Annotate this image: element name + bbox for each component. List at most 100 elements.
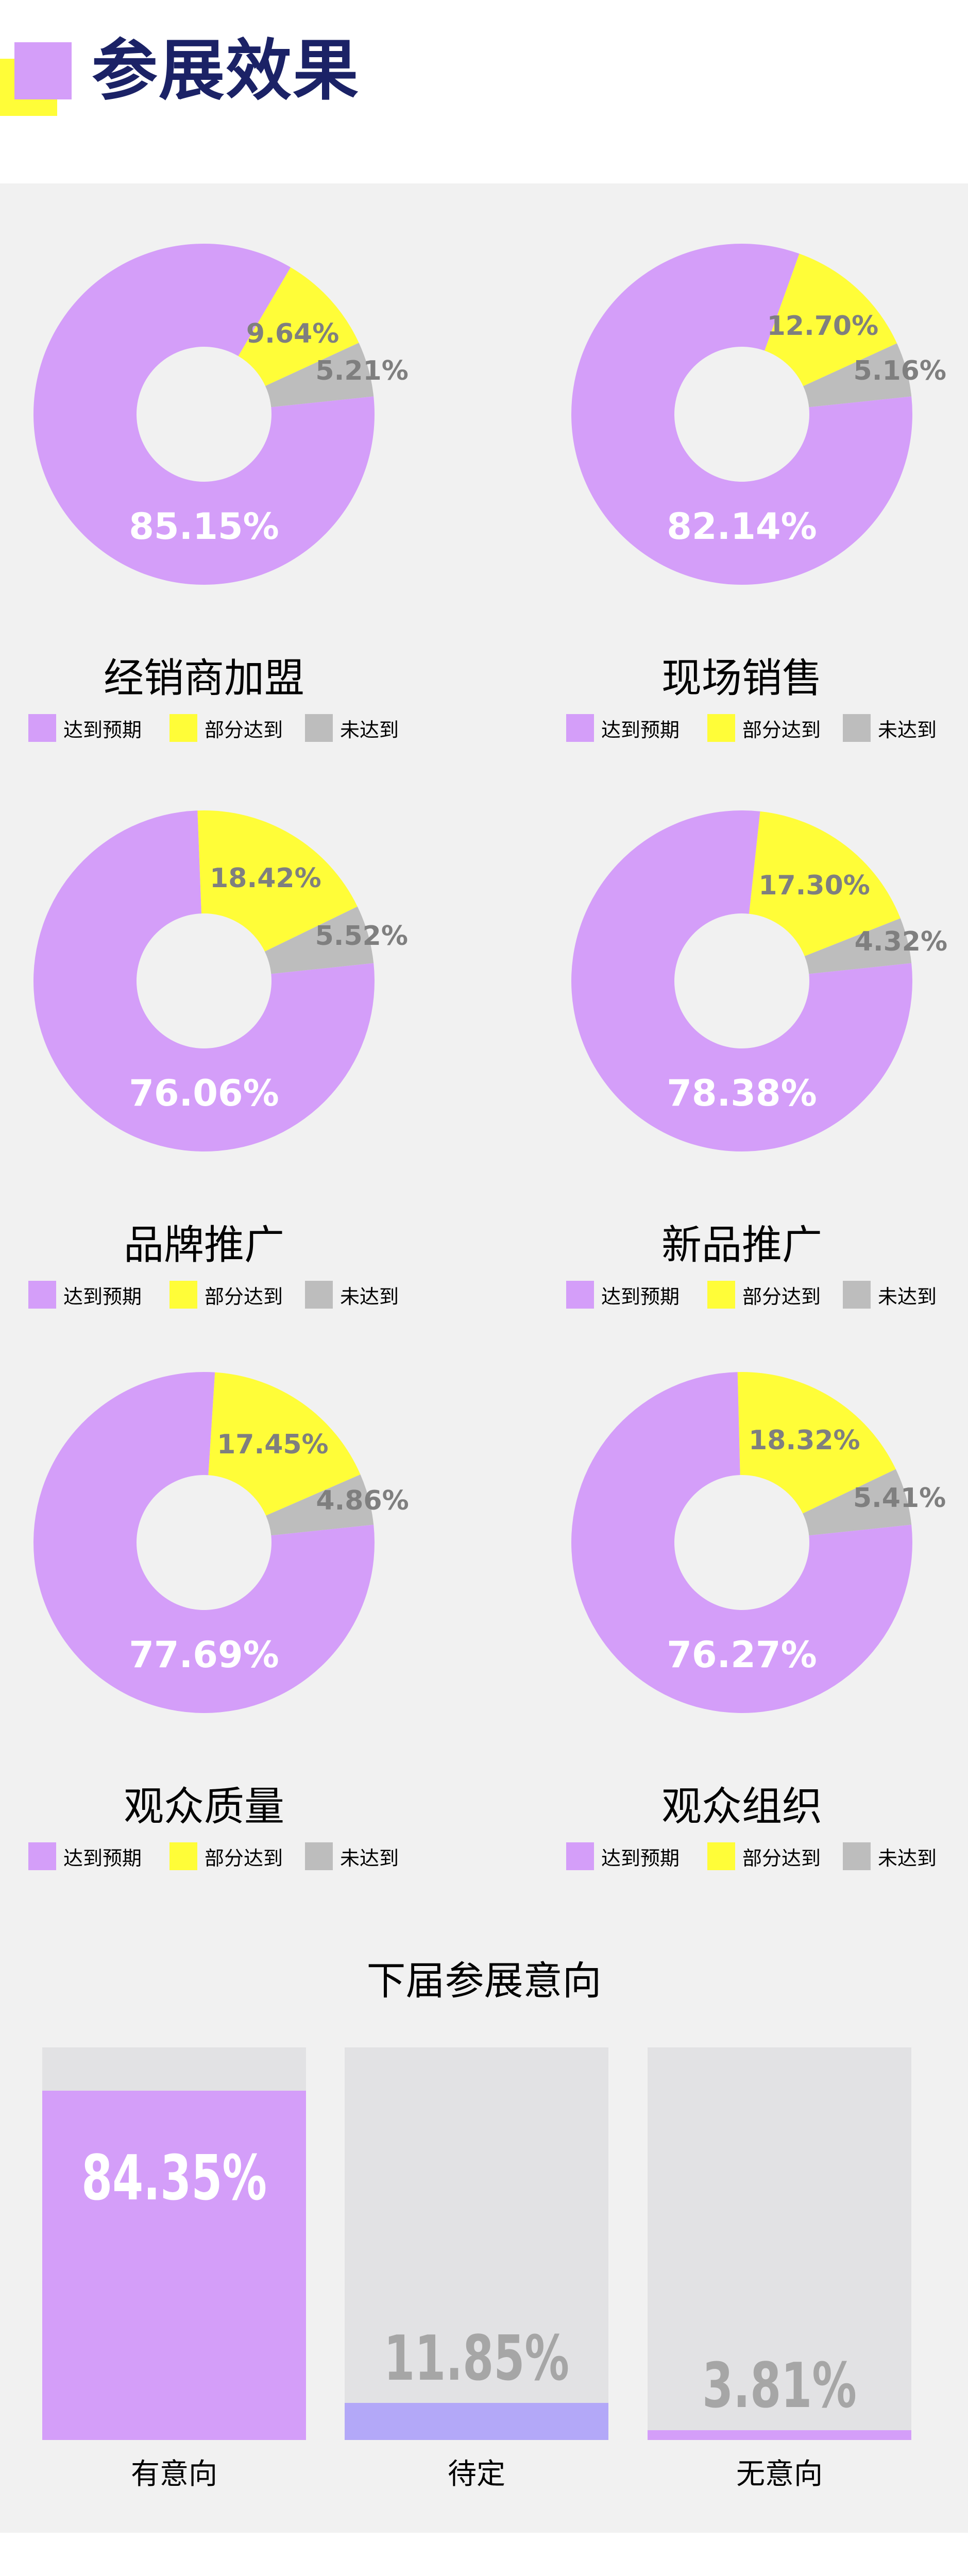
legend-label: 未达到 — [878, 1285, 937, 1308]
legend-swatch — [843, 714, 871, 742]
legend-label: 部分达到 — [205, 1285, 283, 1308]
legend-label: 未达到 — [878, 1846, 937, 1870]
legend-swatch — [707, 714, 735, 742]
bar-fill — [648, 2430, 911, 2440]
donut-slice-reached — [571, 1372, 912, 1713]
chart-title: 观众质量 — [123, 1784, 284, 1830]
legend-label: 未达到 — [878, 718, 937, 741]
legend-label: 达到预期 — [63, 1846, 142, 1870]
donut-slice-reached — [33, 243, 375, 585]
data-label-not-reached: 5.52% — [315, 920, 408, 952]
chart-legend: 达到预期 部分达到 未达到 — [0, 714, 464, 744]
donut-slice-reached — [571, 810, 912, 1151]
donut-chart — [571, 1372, 912, 1713]
donut-slice-not-reached — [804, 918, 912, 974]
chart-legend: 达到预期 部分达到 未达到 — [0, 1842, 464, 1873]
legend-item-partial: 部分达到 — [707, 1280, 821, 1309]
bar-fill — [345, 2402, 608, 2440]
chart-title: 品牌推广 — [123, 1222, 284, 1268]
donut-slice-partial — [238, 267, 359, 386]
legend-item-reached: 达到预期 — [28, 1842, 142, 1871]
legend-swatch — [843, 1842, 871, 1870]
chart-legend: 达到预期 部分达到 未达到 — [0, 1280, 464, 1311]
data-label-reached: 76.06% — [129, 1072, 279, 1114]
donut-chart-card: 77.69% 17.45% 4.86% 观众质量 达到预期 部分达到 未达到 — [0, 1341, 464, 1882]
bar-value-label: 84.35% — [81, 2143, 267, 2214]
legend-swatch — [305, 714, 333, 742]
legend-item-partial: 部分达到 — [169, 1280, 283, 1309]
data-label-not-reached: 4.32% — [854, 926, 948, 958]
legend-item-partial: 部分达到 — [169, 714, 283, 742]
legend-swatch — [28, 714, 56, 742]
bar-value-label: 3.81% — [702, 2350, 857, 2422]
legend-label: 部分达到 — [742, 1846, 821, 1870]
legend-label: 未达到 — [340, 718, 399, 741]
donut-chart-card: 78.38% 17.30% 4.32% 新品推广 达到预期 部分达到 未达到 — [538, 779, 968, 1320]
data-label-partial: 17.30% — [758, 870, 870, 902]
legend-label: 未达到 — [340, 1846, 399, 1870]
donut-slice-reached — [571, 243, 912, 585]
legend-item-reached: 达到预期 — [566, 714, 680, 742]
chart-title: 现场销售 — [661, 655, 822, 702]
legend-swatch — [707, 1281, 735, 1309]
data-label-partial: 18.42% — [210, 863, 321, 894]
legend-swatch — [566, 714, 594, 742]
legend-swatch — [707, 1842, 735, 1870]
data-label-reached: 82.14% — [667, 505, 817, 548]
donut-slice-not-reached — [264, 906, 374, 974]
donut-chart — [571, 243, 912, 585]
bar-category-label: 无意向 — [736, 2458, 823, 2491]
donut-slice-partial — [208, 1372, 361, 1516]
legend-label: 达到预期 — [601, 1846, 680, 1870]
data-label-partial: 9.64% — [246, 318, 339, 350]
chart-legend: 达到预期 部分达到 未达到 — [538, 1842, 968, 1873]
legend-label: 部分达到 — [742, 718, 821, 741]
donut-slice-not-reached — [803, 343, 912, 408]
legend-label: 部分达到 — [205, 1846, 283, 1870]
legend-label: 部分达到 — [742, 1285, 821, 1308]
legend-swatch — [566, 1281, 594, 1309]
legend-swatch — [305, 1842, 333, 1870]
chart-legend: 达到预期 部分达到 未达到 — [538, 714, 968, 744]
page-title: 参展效果 — [92, 32, 360, 109]
bar-track: 11.85% — [345, 2047, 608, 2440]
donut-slice-partial — [765, 253, 897, 386]
legend-swatch — [305, 1281, 333, 1309]
legend-swatch — [169, 714, 197, 742]
legend-item-partial: 部分达到 — [707, 714, 821, 742]
legend-label: 达到预期 — [601, 1285, 680, 1308]
donut-slice-partial — [737, 1372, 896, 1514]
legend-item-not-reached: 未达到 — [843, 1842, 937, 1871]
legend-item-partial: 部分达到 — [169, 1842, 283, 1871]
legend-label: 达到预期 — [601, 718, 680, 741]
donut-slice-reached — [33, 1372, 375, 1713]
data-label-partial: 18.32% — [749, 1425, 860, 1456]
data-label-partial: 12.70% — [767, 311, 879, 342]
donut-slice-partial — [197, 810, 358, 952]
donut-chart — [33, 243, 375, 585]
legend-swatch — [28, 1842, 56, 1870]
bar-chart-title: 下届参展意向 — [366, 1958, 602, 2004]
legend-label: 达到预期 — [63, 718, 142, 741]
chart-title: 经销商加盟 — [103, 655, 304, 702]
legend-swatch — [566, 1842, 594, 1870]
legend-item-reached: 达到预期 — [28, 1280, 142, 1309]
donut-chart — [33, 1372, 375, 1713]
donut-chart-card: 85.15% 9.64% 5.21% 经销商加盟 达到预期 部分达到 未达到 — [0, 212, 464, 753]
data-label-reached: 77.69% — [129, 1634, 279, 1676]
bar-fill — [42, 2091, 306, 2440]
legend-label: 部分达到 — [205, 718, 283, 741]
donut-slice-not-reached — [803, 1469, 912, 1536]
donut-chart-card: 76.27% 18.32% 5.41% 观众组织 达到预期 部分达到 未达到 — [538, 1341, 968, 1882]
legend-label: 达到预期 — [63, 1285, 142, 1308]
legend-item-not-reached: 未达到 — [305, 1280, 399, 1309]
data-label-not-reached: 4.86% — [316, 1485, 409, 1517]
legend-label: 未达到 — [340, 1285, 399, 1308]
legend-item-reached: 达到预期 — [566, 1280, 680, 1309]
bar-track: 84.35% — [42, 2047, 306, 2440]
donut-chart — [33, 810, 375, 1151]
data-label-reached: 85.15% — [129, 505, 279, 548]
chart-title: 新品推广 — [661, 1222, 822, 1268]
header-accent-purple — [14, 42, 72, 99]
legend-swatch — [169, 1842, 197, 1870]
